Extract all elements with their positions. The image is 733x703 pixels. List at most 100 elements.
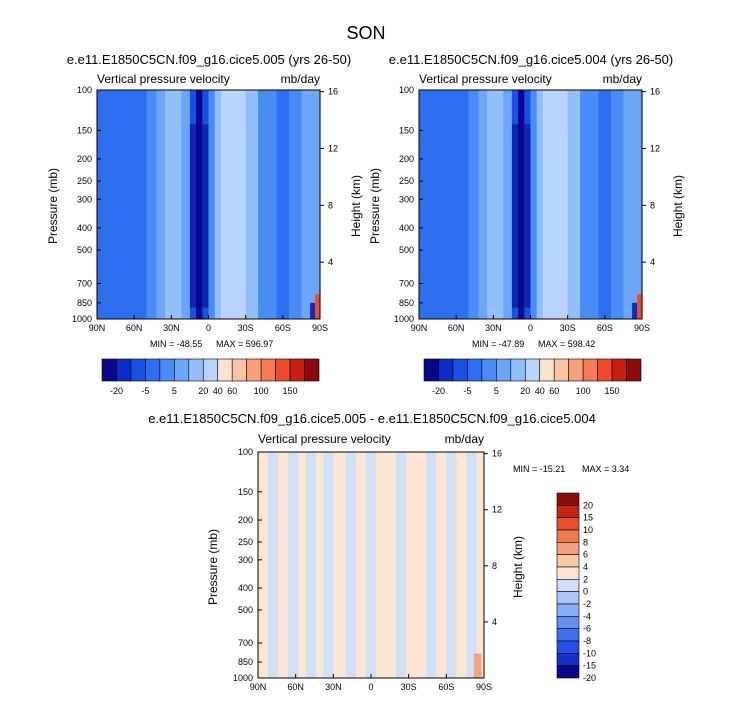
contour-band	[443, 90, 457, 319]
colorbar-label: 150	[605, 386, 620, 396]
colorbar-label: 2	[583, 574, 588, 584]
colorbar-label: 60	[227, 386, 237, 396]
colorbar-label: -15	[583, 661, 596, 671]
contour-band	[189, 124, 197, 308]
x-tick-label: 60N	[126, 323, 143, 333]
colorbar-box	[304, 358, 320, 382]
contour-band	[556, 131, 568, 287]
contour-band	[495, 90, 504, 319]
contour-band	[315, 294, 320, 319]
left-string: Vertical pressure velocity	[97, 72, 230, 86]
colorbar-label: 6	[583, 550, 588, 560]
y-right-tick-label: 4	[328, 257, 333, 267]
contour-band	[524, 124, 532, 308]
contour-band	[121, 90, 135, 319]
contour-band	[466, 452, 478, 678]
colorbar-box	[217, 358, 233, 382]
x-tick-label: 30S	[560, 323, 576, 333]
x-tick-label: 90N	[250, 682, 267, 692]
colorbar-box	[568, 358, 584, 382]
y-tick-label: 700	[77, 279, 92, 289]
colorbar-label: -2	[583, 599, 591, 609]
panel-difference: e.e11.E1850C5CN.f09_g16.cice5.005 - e.e1…	[148, 411, 629, 692]
difference-title: e.e11.E1850C5CN.f09_g16.cice5.005 - e.e1…	[148, 411, 596, 426]
colorbar-label: -20	[432, 386, 445, 396]
contour-band	[202, 124, 210, 308]
contour-band	[436, 452, 447, 678]
y-tick-label: 250	[238, 537, 253, 547]
contour-band	[543, 131, 556, 287]
panel-case2: e.e11.E1850C5CN.f09_g16.cice5.004 (yrs 2…	[368, 52, 685, 396]
y-tick-label: 850	[77, 298, 92, 308]
min-label: MIN = -48.55	[150, 339, 202, 349]
contour-band	[258, 90, 278, 319]
colorbar-label: 8	[583, 537, 588, 547]
colorbar-box	[556, 616, 580, 629]
y-tick-label: 850	[238, 657, 253, 667]
colorbar-box	[467, 358, 483, 382]
contour-band	[289, 90, 303, 319]
y-right-tick-label: 8	[328, 200, 333, 210]
min-label: MIN = -47.89	[472, 339, 524, 349]
contour-band	[518, 124, 525, 308]
y-axis-right-label: Height (km)	[349, 175, 363, 237]
contour-band	[310, 302, 316, 319]
y-right-tick-label: 12	[328, 144, 338, 154]
panel-title: e.e11.E1850C5CN.f09_g16.cice5.005 (yrs 2…	[67, 52, 352, 67]
colorbar-box	[626, 358, 642, 382]
colorbar-box	[556, 505, 580, 518]
colorbar-box	[556, 665, 580, 679]
colorbar-box	[539, 358, 555, 382]
contour-band	[258, 452, 269, 678]
colorbar-box	[556, 554, 580, 568]
y-tick-label: 100	[238, 447, 253, 457]
y-tick-label: 1000	[394, 314, 414, 324]
colorbar-label: 5	[494, 386, 499, 396]
y-axis-right-label: Height (km)	[671, 175, 685, 237]
y-tick-label: 200	[77, 154, 92, 164]
contour-band	[637, 294, 642, 319]
contour-band	[487, 90, 497, 319]
y-tick-label: 400	[77, 223, 92, 233]
colorbar-box	[556, 653, 580, 666]
y-tick-label: 300	[399, 194, 414, 204]
panel-title: e.e11.E1850C5CN.f09_g16.cice5.004 (yrs 2…	[389, 52, 674, 67]
contour-band	[156, 90, 166, 319]
contour-band	[446, 452, 457, 678]
contour-band	[276, 90, 290, 319]
x-tick-label: 90S	[634, 323, 650, 333]
colorbar-label: 20	[198, 386, 208, 396]
min-label: MIN = -15.21	[513, 464, 565, 474]
colorbar-box	[289, 358, 305, 382]
contour-band	[567, 90, 581, 319]
colorbar-box	[188, 358, 204, 382]
contour-band	[181, 90, 191, 319]
y-tick-label: 150	[77, 125, 92, 135]
y-tick-label: 300	[77, 194, 92, 204]
colorbar-box	[556, 517, 580, 531]
contour-band	[580, 90, 600, 319]
colorbar-label: 150	[283, 386, 298, 396]
contour-band	[416, 452, 427, 678]
y-right-tick-label: 16	[650, 87, 660, 97]
x-tick-label: 60S	[597, 323, 613, 333]
figure-title: SON	[346, 23, 385, 43]
contour-band	[503, 90, 513, 319]
colorbar-box	[275, 358, 291, 382]
y-axis-right-label: Height (km)	[511, 536, 525, 598]
contour-band	[278, 452, 289, 678]
x-tick-label: 30N	[485, 323, 502, 333]
contour-band	[623, 90, 637, 319]
x-tick-label: 0	[206, 323, 211, 333]
colorbar-box	[101, 358, 117, 382]
contour-band	[456, 452, 468, 678]
colorbar-box	[556, 591, 580, 605]
contour-band	[396, 452, 407, 678]
contour-band	[301, 90, 315, 319]
contour-band	[345, 452, 357, 678]
x-tick-label: 30N	[325, 682, 342, 692]
contour-band	[234, 131, 246, 287]
x-tick-label: 60S	[438, 682, 454, 692]
colorbar-label: -20	[110, 386, 123, 396]
